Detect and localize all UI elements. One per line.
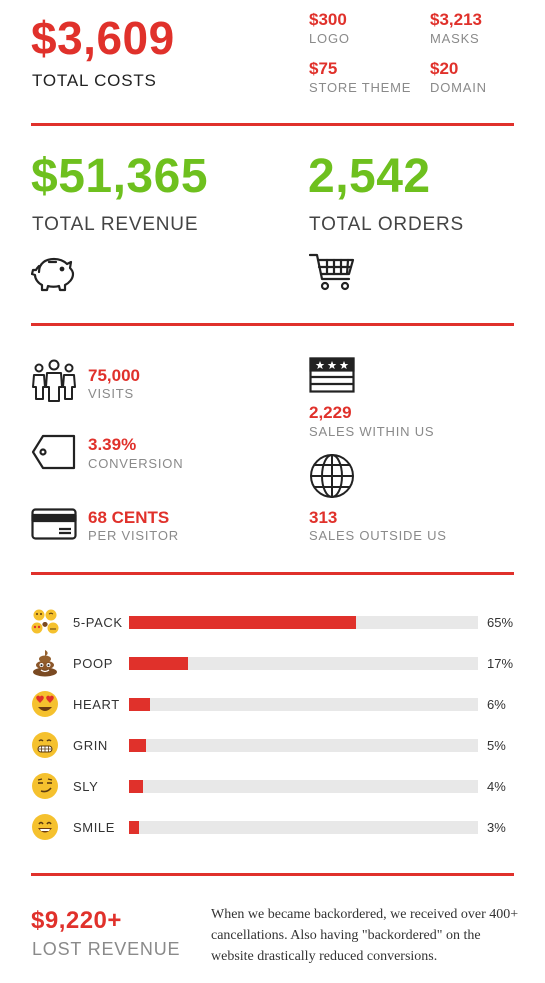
total-orders-label: TOTAL ORDERS bbox=[309, 214, 464, 235]
cost-store-theme-value: $75 bbox=[309, 59, 338, 78]
bar-label-poop: POOP bbox=[73, 656, 113, 671]
bar-grin bbox=[129, 739, 147, 752]
conversion-value: 3.39% bbox=[88, 435, 137, 454]
total-revenue-label: TOTAL REVENUE bbox=[32, 214, 199, 235]
section-divider bbox=[31, 323, 514, 326]
total-revenue-value: $51,365 bbox=[31, 150, 209, 203]
cost-masks-label: MASKS bbox=[430, 31, 480, 46]
bar-value-label: 17% bbox=[487, 656, 514, 671]
cost-logo-label: LOGO bbox=[309, 31, 350, 46]
visits-label: VISITS bbox=[88, 386, 134, 401]
conversion-label: CONVERSION bbox=[88, 456, 184, 471]
us-flag-icon bbox=[309, 357, 355, 393]
total-costs-label: TOTAL COSTS bbox=[32, 71, 157, 90]
price-tag-icon bbox=[31, 434, 77, 470]
bar-value-label: 65% bbox=[487, 615, 514, 630]
backorder-note: When we became backordered, we received … bbox=[211, 907, 519, 964]
grin-emoji-icon bbox=[31, 731, 59, 759]
cost-logo-value: $300 bbox=[309, 10, 347, 29]
bar-track bbox=[129, 698, 478, 711]
globe-icon bbox=[309, 453, 355, 499]
bar-smile bbox=[129, 821, 140, 834]
cost-domain-value: $20 bbox=[430, 59, 459, 78]
bar-track bbox=[129, 616, 478, 629]
within-us-value: 2,229 bbox=[309, 403, 352, 422]
bar-label-smile: SMILE bbox=[73, 820, 116, 835]
bar-label-5-pack: 5-PACK bbox=[73, 615, 123, 630]
per-visitor-label: PER VISITOR bbox=[88, 528, 179, 543]
bar-5-pack bbox=[129, 616, 356, 629]
per-visitor-value: 68 CENTS bbox=[88, 508, 170, 527]
total-orders-value: 2,542 bbox=[308, 150, 431, 203]
outside-us-value: 313 bbox=[309, 508, 338, 527]
total-costs-value: $3,609 bbox=[31, 12, 175, 64]
bar-value-label: 3% bbox=[487, 820, 506, 835]
bar-value-label: 5% bbox=[487, 738, 506, 753]
section-divider bbox=[31, 572, 514, 575]
smile-emoji-icon bbox=[31, 813, 59, 841]
cost-store-theme-label: STORE THEME bbox=[309, 80, 412, 95]
bar-label-sly: SLY bbox=[73, 779, 99, 794]
piggy-bank-icon bbox=[31, 252, 75, 292]
cost-masks-value: $3,213 bbox=[430, 10, 482, 29]
bar-value-label: 4% bbox=[487, 779, 506, 794]
five-pack-emoji-icon bbox=[31, 608, 59, 636]
credit-card-icon bbox=[31, 508, 77, 540]
sly-emoji-icon bbox=[31, 772, 59, 800]
bar-track bbox=[129, 657, 478, 670]
lost-revenue-value: $9,220+ bbox=[31, 907, 122, 934]
bar-track bbox=[129, 739, 478, 752]
section-divider bbox=[31, 123, 514, 126]
bar-value-label: 6% bbox=[487, 697, 506, 712]
outside-us-label: SALES OUTSIDE US bbox=[309, 528, 447, 543]
section-divider bbox=[31, 873, 514, 876]
people-icon bbox=[31, 359, 77, 403]
bar-label-grin: GRIN bbox=[73, 738, 108, 753]
visits-value: 75,000 bbox=[88, 366, 140, 385]
poop-emoji-icon bbox=[31, 649, 59, 677]
heart-eyes-emoji-icon bbox=[31, 690, 59, 718]
shopping-cart-icon bbox=[309, 252, 355, 292]
bar-sly bbox=[129, 780, 143, 793]
bar-track bbox=[129, 780, 478, 793]
bar-track bbox=[129, 821, 478, 834]
bar-heart bbox=[129, 698, 150, 711]
within-us-label: SALES WITHIN US bbox=[309, 424, 435, 439]
cost-domain-label: DOMAIN bbox=[430, 80, 487, 95]
bar-label-heart: HEART bbox=[73, 697, 120, 712]
bar-poop bbox=[129, 657, 189, 670]
lost-revenue-label: LOST REVENUE bbox=[32, 939, 181, 959]
